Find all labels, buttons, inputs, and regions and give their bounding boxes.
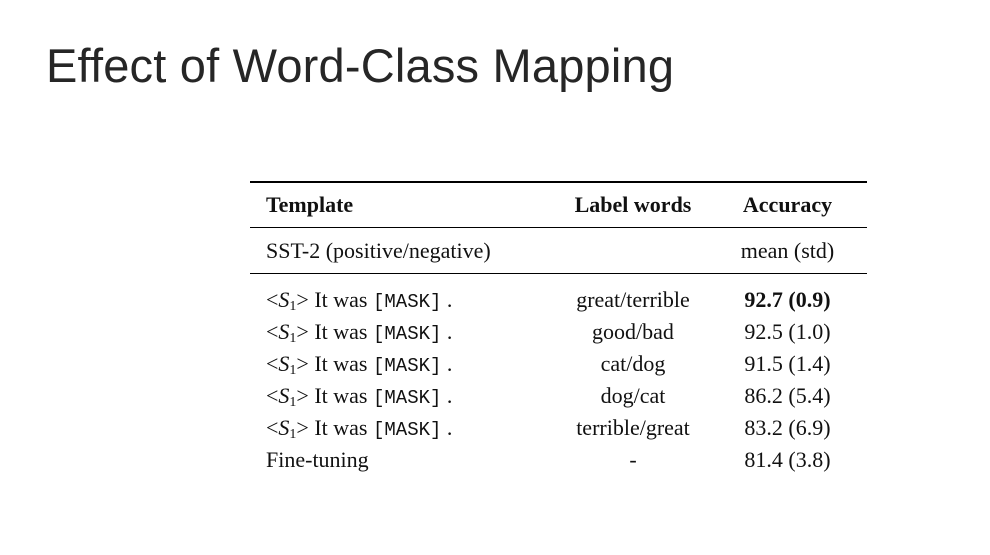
mask-token: [MASK] <box>373 291 442 313</box>
template-cell: <S1> It was [MASK] . <box>266 383 453 410</box>
finetune-template-cell: Fine-tuning <box>266 447 369 472</box>
header-label-words: Label words <box>574 192 692 217</box>
table-row: <S1> It was [MASK] . good/bad 92.5 (1.0) <box>250 316 867 348</box>
finetune-accuracy-cell: 81.4 (3.8) <box>744 447 831 472</box>
accuracy-cell: 86.2 (5.4) <box>744 383 831 408</box>
slide-title: Effect of Word-Class Mapping <box>46 39 675 92</box>
label-words-cell: good/bad <box>592 319 674 344</box>
mask-token: [MASK] <box>373 323 442 345</box>
table-row: <S1> It was [MASK] . cat/dog 91.5 (1.4) <box>250 348 867 380</box>
table-row: <S1> It was [MASK] . great/terrible 92.7… <box>250 273 867 317</box>
template-cell: <S1> It was [MASK] . <box>266 351 453 378</box>
dataset-metric: mean (std) <box>740 237 835 263</box>
accuracy-cell: 83.2 (6.9) <box>744 415 831 440</box>
header-accuracy: Accuracy <box>742 192 833 217</box>
header-template: Template <box>266 192 354 217</box>
template-cell: <S1> It was [MASK] . <box>266 319 453 346</box>
results-table: Template Label words Accuracy SST-2 (pos… <box>250 181 867 476</box>
table-row: <S1> It was [MASK] . terrible/great 83.2… <box>250 412 867 444</box>
dataset-label-empty <box>558 228 708 274</box>
accuracy-cell: 92.7 (0.9) <box>744 287 831 312</box>
accuracy-cell: 92.5 (1.0) <box>744 319 831 344</box>
template-cell: <S1> It was [MASK] . <box>266 287 453 314</box>
label-words-cell: dog/cat <box>600 383 666 408</box>
label-words-cell: terrible/great <box>576 415 690 440</box>
table-row: <S1> It was [MASK] . dog/cat 86.2 (5.4) <box>250 380 867 412</box>
label-words-cell: cat/dog <box>600 351 666 376</box>
mask-token: [MASK] <box>373 355 442 377</box>
dataset-name: SST-2 (positive/negative) <box>266 237 491 263</box>
dataset-row: SST-2 (positive/negative) mean (std) <box>250 227 867 274</box>
table-header-row: Template Label words Accuracy <box>250 182 867 228</box>
template-cell: <S1> It was [MASK] . <box>266 415 453 442</box>
finetune-row: Fine-tuning - 81.4 (3.8) <box>250 444 867 476</box>
finetune-label-words-cell: - <box>629 447 637 472</box>
accuracy-cell: 91.5 (1.4) <box>744 351 831 376</box>
mask-token: [MASK] <box>373 419 442 441</box>
label-words-cell: great/terrible <box>576 287 690 312</box>
mask-token: [MASK] <box>373 387 442 409</box>
